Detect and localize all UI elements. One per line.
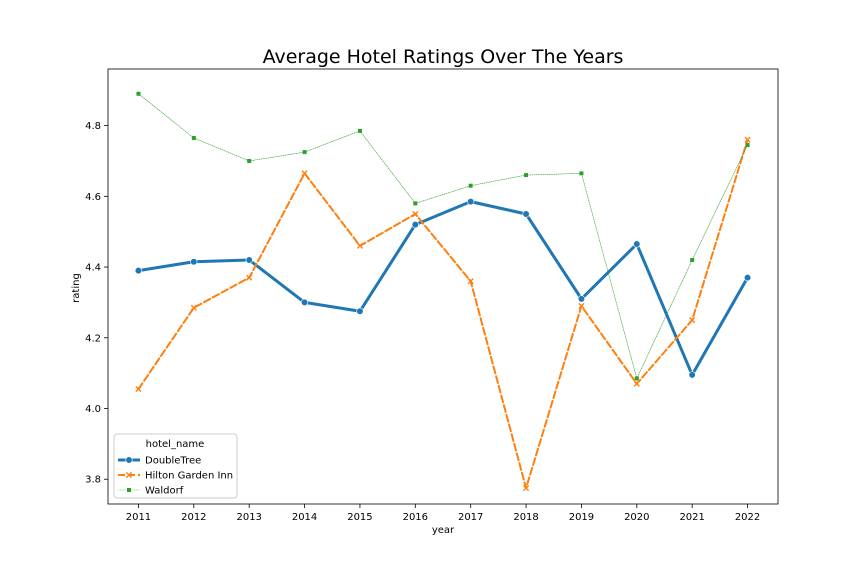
legend-entry: Waldorf (118, 486, 184, 497)
data-point (191, 135, 196, 140)
legend-marker (125, 456, 133, 464)
legend-marker (127, 488, 131, 492)
data-point (412, 210, 419, 218)
data-point (579, 171, 584, 176)
legend-box (113, 433, 238, 499)
legend: hotel_name DoubleTree Hilton Garden Inn Wa… (113, 433, 238, 499)
series-waldorf (136, 91, 750, 381)
legend-title: hotel_name (146, 439, 205, 450)
data-point (633, 240, 641, 248)
y-tick-label: 4.0 (85, 404, 101, 415)
data-point (357, 128, 362, 133)
data-point (689, 317, 696, 324)
data-point (246, 274, 253, 281)
data-point (413, 201, 418, 206)
axes-frame (107, 68, 779, 505)
data-point (136, 91, 141, 96)
x-tick-label: 2019 (569, 512, 594, 523)
chart-title: Average Hotel Ratings Over The Years (263, 46, 624, 68)
series-line (136, 200, 750, 377)
series-line (138, 93, 748, 379)
x-tick-label: 2018 (513, 512, 538, 523)
data-point (190, 304, 197, 311)
data-point (468, 183, 473, 188)
y-axis-label: rating (71, 273, 82, 303)
y-tick-label: 4.2 (85, 333, 101, 344)
data-point (744, 136, 751, 143)
data-point (522, 484, 530, 492)
x-tick-label: 2016 (403, 512, 428, 523)
plot-area (134, 91, 752, 492)
data-point (522, 210, 530, 218)
data-point (688, 371, 696, 379)
data-point (633, 380, 640, 387)
series-doubletree (134, 198, 752, 379)
x-tick-label: 2013 (236, 512, 261, 523)
data-point (745, 143, 750, 148)
x-tick-label: 2011 (126, 512, 151, 523)
x-tick-label: 2017 (458, 512, 483, 523)
data-point (134, 266, 143, 275)
data-point (300, 298, 309, 307)
data-point (356, 242, 364, 249)
series-line (137, 138, 749, 490)
x-tick-label: 2022 (735, 512, 760, 523)
series-hilton-garden-inn (135, 136, 751, 492)
data-point (578, 302, 585, 310)
x-tick-label: 2015 (347, 512, 372, 523)
x-tick-label: 2021 (679, 512, 704, 523)
data-point (135, 385, 142, 393)
data-point (302, 150, 307, 155)
x-tick-label: 2014 (292, 512, 317, 523)
data-point (743, 274, 752, 282)
x-tick-label: 2020 (624, 512, 649, 523)
y-tick-label: 4.8 (85, 121, 101, 132)
data-point (634, 376, 639, 381)
data-point (524, 173, 529, 178)
data-point (247, 158, 252, 163)
x-tick-label: 2012 (181, 512, 206, 523)
axes: 2011 2012 2013 2014 2015 2016 2017 2018 2019 2020… (85, 68, 779, 523)
data-point (356, 307, 364, 315)
data-point (690, 257, 695, 262)
data-point (411, 221, 419, 229)
legend-entry: Hilton Garden Inn (118, 471, 233, 482)
data-point (245, 256, 253, 264)
legend-label: Waldorf (145, 486, 184, 497)
x-axis-label: year (432, 525, 455, 536)
data-point (467, 198, 475, 206)
data-point (467, 278, 474, 285)
y-tick-label: 4.4 (85, 263, 101, 274)
y-tick-label: 3.8 (85, 475, 101, 486)
data-point (301, 170, 308, 177)
legend-label: Hilton Garden Inn (145, 471, 233, 482)
y-tick-label: 4.6 (85, 192, 101, 203)
legend-entry: DoubleTree (118, 456, 201, 467)
data-point (577, 295, 586, 303)
legend-marker (125, 471, 133, 479)
legend-label: DoubleTree (145, 456, 201, 467)
data-point (190, 258, 198, 266)
